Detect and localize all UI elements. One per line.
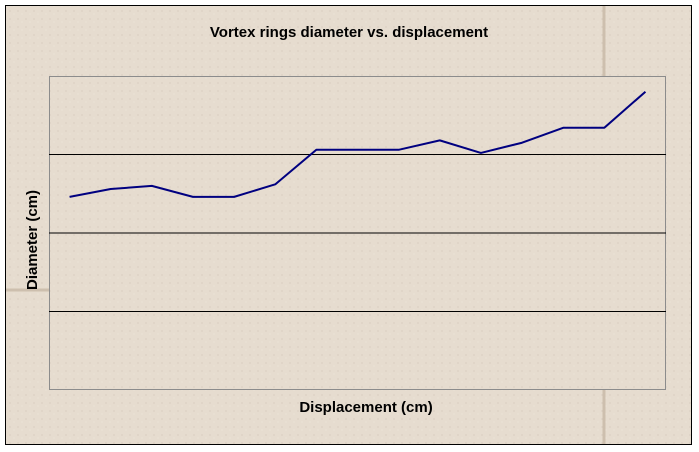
chart-title: Vortex rings diameter vs. displacement [210, 24, 488, 41]
chart-background [5, 5, 692, 445]
y-axis-label: Diameter (cm) [24, 190, 41, 290]
x-axis-label: Displacement (cm) [299, 399, 432, 416]
data-line [69, 90, 647, 198]
